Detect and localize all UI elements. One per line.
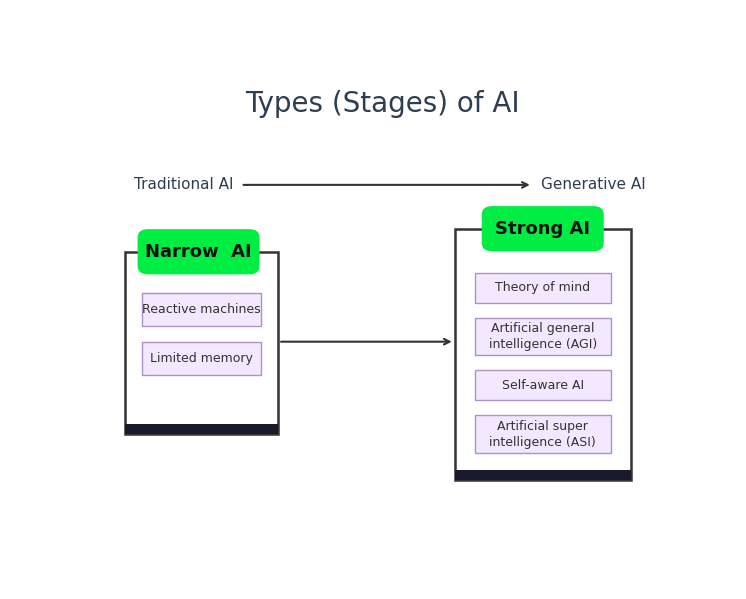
FancyBboxPatch shape (482, 206, 604, 252)
FancyBboxPatch shape (454, 470, 631, 480)
Text: Limited memory: Limited memory (150, 352, 253, 365)
Text: Theory of mind: Theory of mind (495, 281, 590, 294)
Text: Self-aware AI: Self-aware AI (502, 379, 584, 392)
Text: Traditional AI: Traditional AI (134, 177, 233, 192)
FancyBboxPatch shape (142, 294, 261, 326)
FancyBboxPatch shape (475, 317, 611, 355)
Text: Narrow  AI: Narrow AI (145, 243, 252, 261)
FancyBboxPatch shape (475, 370, 611, 400)
Text: Generative AI: Generative AI (542, 177, 646, 192)
Text: Strong AI: Strong AI (495, 220, 590, 238)
Text: Artificial general
intelligence (AGI): Artificial general intelligence (AGI) (489, 322, 597, 351)
Text: Reactive machines: Reactive machines (142, 303, 261, 316)
Text: Artificial super
intelligence (ASI): Artificial super intelligence (ASI) (489, 419, 596, 449)
FancyBboxPatch shape (475, 273, 611, 302)
FancyBboxPatch shape (137, 229, 260, 274)
FancyBboxPatch shape (475, 415, 611, 453)
FancyBboxPatch shape (125, 252, 278, 434)
Text: Types (Stages) of AI: Types (Stages) of AI (245, 90, 520, 118)
FancyBboxPatch shape (142, 341, 261, 375)
FancyBboxPatch shape (125, 424, 278, 434)
FancyBboxPatch shape (454, 229, 631, 480)
